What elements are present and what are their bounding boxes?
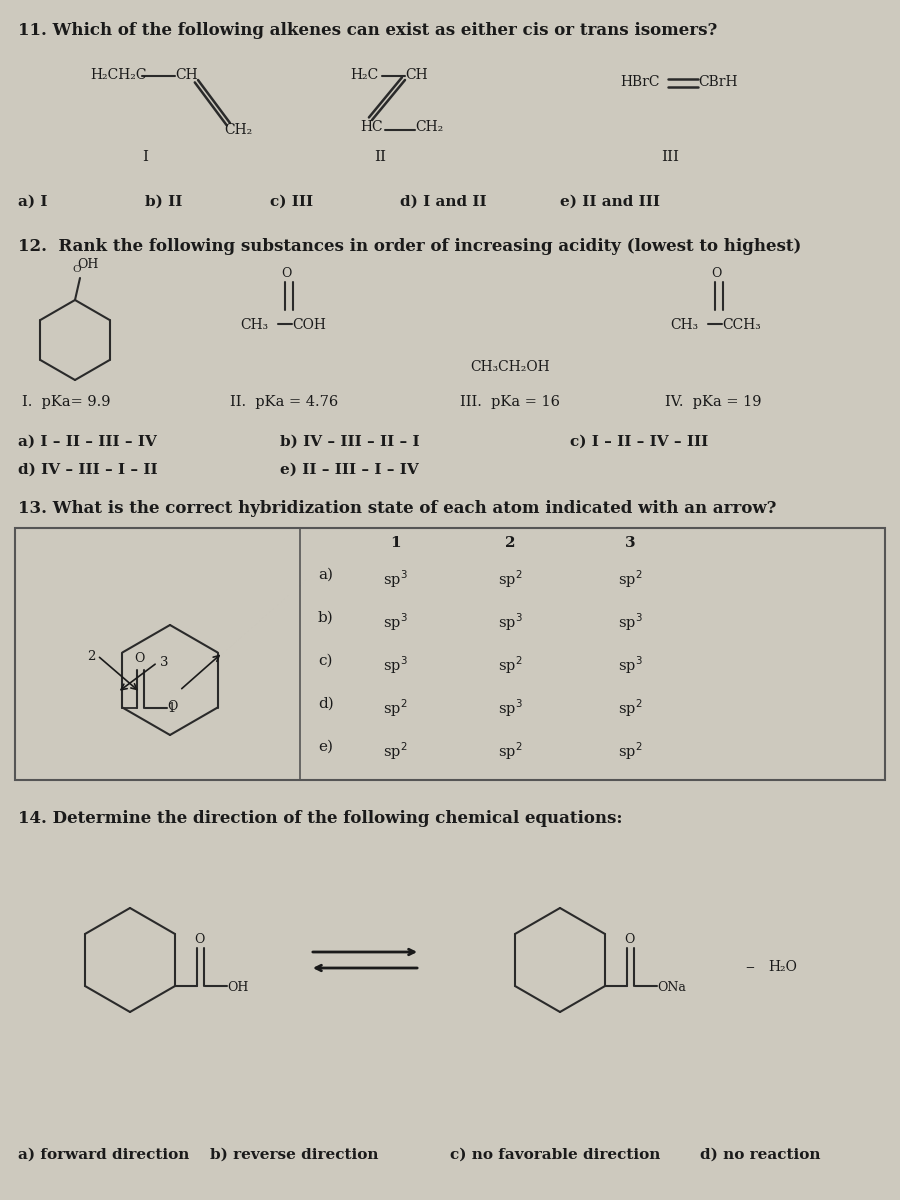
Text: sp$^3$: sp$^3$ xyxy=(382,568,408,589)
Text: III.  pKa = 16: III. pKa = 16 xyxy=(460,395,560,409)
Text: sp$^2$: sp$^2$ xyxy=(617,697,643,719)
Text: 14. Determine the direction of the following chemical equations:: 14. Determine the direction of the follo… xyxy=(18,810,623,827)
Text: ONa: ONa xyxy=(657,982,686,994)
Text: III: III xyxy=(661,150,679,164)
Text: CH₂: CH₂ xyxy=(415,120,443,134)
Text: sp$^2$: sp$^2$ xyxy=(382,740,407,762)
Text: d) IV – III – I – II: d) IV – III – I – II xyxy=(18,463,158,476)
Text: c) I – II – IV – III: c) I – II – IV – III xyxy=(570,434,708,449)
Text: 12.  Rank the following substances in order of increasing acidity (lowest to hig: 12. Rank the following substances in ord… xyxy=(18,238,801,254)
Text: a) I – II – III – IV: a) I – II – III – IV xyxy=(18,434,157,449)
Text: II: II xyxy=(374,150,386,164)
Text: CH₃: CH₃ xyxy=(240,318,268,332)
Text: O: O xyxy=(711,266,722,280)
Text: sp$^2$: sp$^2$ xyxy=(498,740,522,762)
Text: a) I: a) I xyxy=(18,194,48,209)
Text: sp$^2$: sp$^2$ xyxy=(382,697,407,719)
Text: b) IV – III – II – I: b) IV – III – II – I xyxy=(280,434,419,449)
Text: c) no favorable direction: c) no favorable direction xyxy=(450,1148,661,1162)
Text: –: – xyxy=(745,958,754,976)
Text: CCH₃: CCH₃ xyxy=(722,318,760,332)
Text: II.  pKa = 4.76: II. pKa = 4.76 xyxy=(230,395,338,409)
Text: sp$^3$: sp$^3$ xyxy=(617,611,643,632)
Text: b): b) xyxy=(318,611,334,625)
Text: OH: OH xyxy=(77,258,98,271)
Text: CBrH: CBrH xyxy=(698,74,737,89)
Text: 2: 2 xyxy=(87,649,95,662)
Text: OH: OH xyxy=(227,982,248,994)
Text: O: O xyxy=(281,266,292,280)
Text: 2: 2 xyxy=(505,536,515,550)
Text: sp$^2$: sp$^2$ xyxy=(617,740,643,762)
Text: b) II: b) II xyxy=(145,194,183,209)
Text: 1: 1 xyxy=(390,536,400,550)
Text: d) I and II: d) I and II xyxy=(400,194,487,209)
Text: CH₃CH₂OH: CH₃CH₂OH xyxy=(470,360,550,374)
Text: COH: COH xyxy=(292,318,326,332)
Text: sp$^2$: sp$^2$ xyxy=(498,568,522,589)
Text: O: O xyxy=(72,265,81,274)
Text: e) II and III: e) II and III xyxy=(560,194,660,209)
Text: O: O xyxy=(134,653,145,666)
Text: e): e) xyxy=(318,740,333,754)
Text: IV.  pKa = 19: IV. pKa = 19 xyxy=(665,395,761,409)
Text: 13. What is the correct hybridization state of each atom indicated with an arrow: 13. What is the correct hybridization st… xyxy=(18,500,777,517)
Text: c): c) xyxy=(318,654,332,668)
Text: CH: CH xyxy=(405,68,428,82)
Text: d): d) xyxy=(318,697,334,710)
Text: CH₂: CH₂ xyxy=(224,122,252,137)
Text: HBrC: HBrC xyxy=(620,74,660,89)
Text: HC: HC xyxy=(360,120,382,134)
Text: e) II – III – I – IV: e) II – III – I – IV xyxy=(280,463,418,476)
Text: sp$^3$: sp$^3$ xyxy=(498,611,522,632)
Text: 1: 1 xyxy=(167,702,176,715)
Text: H₂O: H₂O xyxy=(768,960,796,974)
Text: sp$^2$: sp$^2$ xyxy=(617,568,643,589)
Text: CH₃: CH₃ xyxy=(670,318,698,332)
Text: H₂CH₂C: H₂CH₂C xyxy=(90,68,147,82)
Text: sp$^3$: sp$^3$ xyxy=(382,654,408,676)
Text: sp$^3$: sp$^3$ xyxy=(382,611,408,632)
Text: sp$^3$: sp$^3$ xyxy=(617,654,643,676)
Text: a): a) xyxy=(318,568,333,582)
Text: sp$^3$: sp$^3$ xyxy=(498,697,522,719)
Text: I.  pKa= 9.9: I. pKa= 9.9 xyxy=(22,395,111,409)
Text: 3: 3 xyxy=(160,655,169,668)
Text: O: O xyxy=(624,934,634,946)
Text: c) III: c) III xyxy=(270,194,313,209)
Text: d) no reaction: d) no reaction xyxy=(700,1148,821,1162)
Text: CH: CH xyxy=(175,68,198,82)
Text: 3: 3 xyxy=(625,536,635,550)
Text: b) reverse direction: b) reverse direction xyxy=(210,1148,379,1162)
Text: sp$^2$: sp$^2$ xyxy=(498,654,522,676)
Text: H₂C: H₂C xyxy=(350,68,378,82)
Text: I: I xyxy=(142,150,148,164)
Text: 11. Which of the following alkenes can exist as either cis or trans isomers?: 11. Which of the following alkenes can e… xyxy=(18,22,717,38)
Text: O: O xyxy=(194,934,204,946)
Text: O: O xyxy=(167,700,177,713)
Text: a) forward direction: a) forward direction xyxy=(18,1148,189,1162)
